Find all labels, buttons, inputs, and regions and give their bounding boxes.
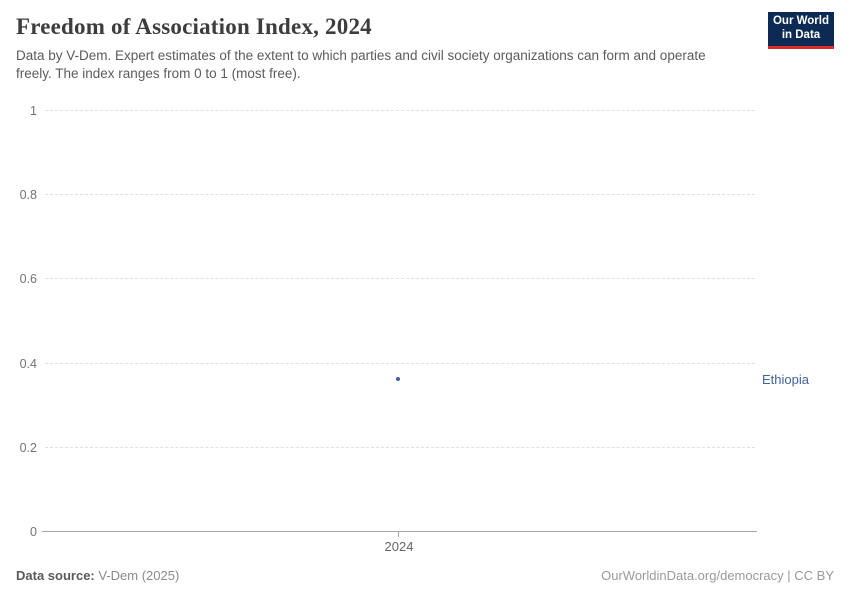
data-source-value: V-Dem (2025) [94,568,180,583]
x-tick-mark-2024 [398,532,399,537]
gridline-1 [45,110,755,111]
chart-footer: Data source: V-Dem (2025) OurWorldinData… [16,568,834,583]
y-tick-label-0.8: 0.8 [19,188,37,202]
y-tick-label-1: 1 [30,104,37,118]
x-tick-label-2024: 2024 [384,539,414,554]
entity-label-ethiopia[interactable]: Ethiopia [762,372,809,387]
y-tick-label-0.2: 0.2 [19,441,37,455]
owid-license-link[interactable]: OurWorldinData.org/democracy | CC BY [601,568,834,583]
y-tick-label-0.4: 0.4 [19,357,37,371]
chart-subtitle: Data by V-Dem. Expert estimates of the e… [16,48,706,82]
gridline-0.4 [45,363,755,364]
owid-logo[interactable]: Our World in Data [768,12,834,49]
data-source-label: Data source: [16,568,95,583]
gridline-0.2 [45,447,755,448]
x-axis-line [42,531,757,532]
y-tick-label-0: 0 [30,525,37,539]
chart-plot-area: 1 0.8 0.6 0.4 0.2 0 2024 Ethiopia [0,100,850,560]
data-point-ethiopia[interactable] [396,377,400,381]
gridline-0.8 [45,194,755,195]
chart-title: Freedom of Association Index, 2024 [16,14,372,39]
data-source-note: Data source: V-Dem (2025) [16,568,179,583]
owid-logo-line2: in Data [781,29,821,41]
chart-header: Freedom of Association Index, 2024 Data … [16,12,834,83]
gridline-0.6 [45,278,755,279]
owid-logo-line1: Our World [772,15,829,28]
y-tick-label-0.6: 0.6 [19,272,37,286]
